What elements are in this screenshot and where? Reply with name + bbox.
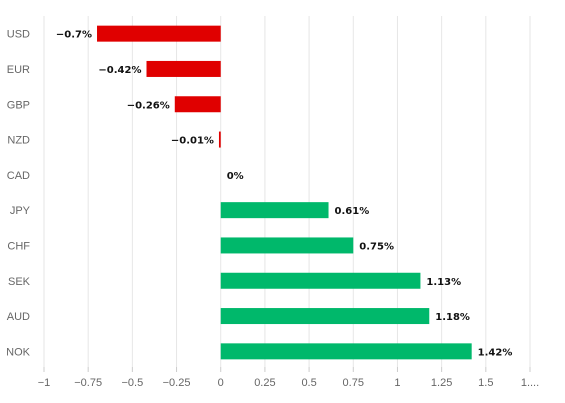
bar-gbp	[174, 96, 221, 113]
x-tick-label: −0.75	[74, 377, 102, 389]
bar-chf	[220, 237, 354, 254]
category-label: AUD	[7, 311, 30, 323]
bar-eur	[146, 60, 221, 77]
data-label: −0.7%	[56, 30, 92, 41]
data-label: 1.42%	[478, 347, 513, 358]
x-tick-label: −0.5	[122, 377, 144, 389]
category-axis: USD EUR GBP NZD CAD JPY CHF SEK AUD NOK	[6, 29, 31, 359]
x-tick-label: 1....	[521, 377, 539, 389]
x-tick-label: 0.75	[343, 377, 364, 389]
data-label: 0%	[227, 171, 244, 182]
x-tick-label: 0	[218, 377, 224, 389]
category-label: SEK	[8, 276, 31, 288]
data-labels: −0.7% −0.42% −0.26% −0.01% 0% 0.61% 0.75% 1.13%…	[56, 30, 512, 359]
category-label: JPY	[10, 205, 31, 217]
bars	[97, 25, 472, 360]
category-label: EUR	[7, 64, 30, 76]
x-tick-label: 1	[394, 377, 400, 389]
category-label: CAD	[7, 170, 30, 182]
x-tick-label: 1.25	[431, 377, 452, 389]
category-label: GBP	[7, 99, 30, 111]
bar-aud	[220, 308, 430, 325]
x-tick-label: 0.25	[254, 377, 275, 389]
data-label: 1.13%	[426, 277, 461, 288]
data-label: 0.61%	[335, 206, 370, 217]
bar-nok	[220, 343, 472, 360]
data-label: −0.01%	[171, 136, 214, 147]
x-tick-label: −1	[38, 377, 51, 389]
data-label: 1.18%	[435, 312, 470, 323]
x-tick-label: 1.5	[478, 377, 493, 389]
data-label: −0.42%	[98, 65, 141, 76]
x-tick-label: 0.5	[301, 377, 316, 389]
value-axis: −1 −0.75 −0.5 −0.25 0 0.25 0.5 0.75 1 1.25 1.5 1...…	[38, 367, 539, 389]
bar-sek	[220, 272, 421, 289]
data-label: −0.26%	[127, 100, 170, 111]
data-label: 0.75%	[359, 241, 394, 252]
bar-jpy	[220, 202, 329, 219]
x-tick-label: −0.25	[163, 377, 191, 389]
bar-nzd	[218, 131, 221, 148]
bar-usd	[97, 25, 221, 42]
category-label: USD	[7, 29, 30, 41]
grid-lines	[43, 16, 531, 367]
category-label: NOK	[6, 346, 31, 358]
category-label: CHF	[7, 240, 30, 252]
category-label: NZD	[7, 135, 30, 147]
